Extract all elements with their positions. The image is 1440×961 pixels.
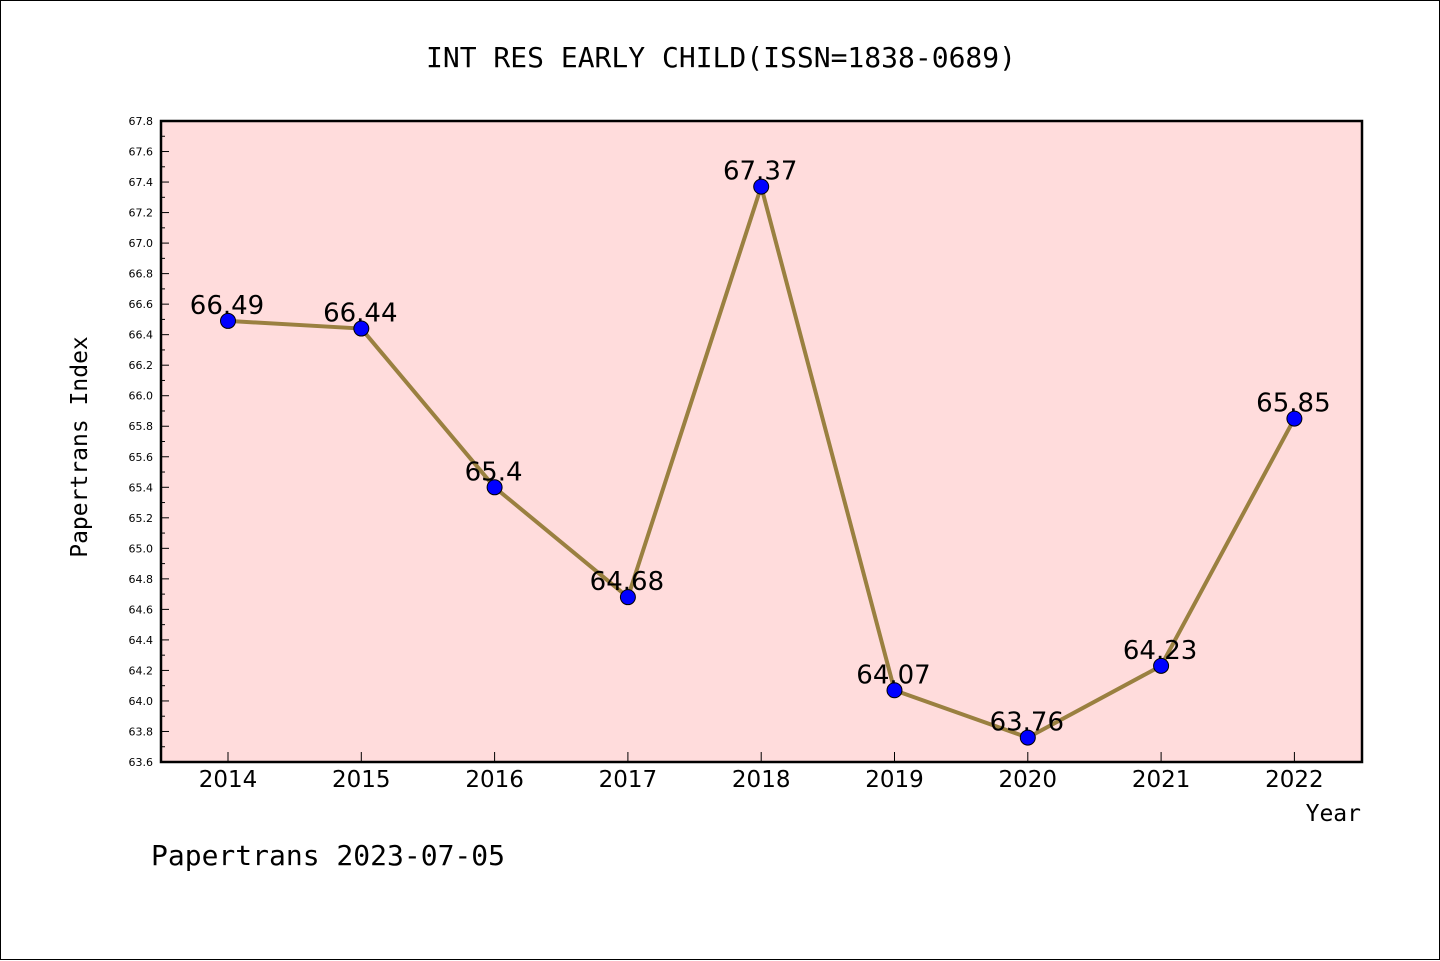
x-tick-label: 2016 (465, 767, 524, 793)
y-tick-label: 67.6 (129, 146, 154, 159)
y-tick-label: 64.0 (129, 695, 154, 708)
data-label: 64.68 (590, 567, 664, 597)
data-label: 66.44 (323, 299, 397, 329)
data-point-marker (1153, 657, 1170, 674)
x-tick-label: 2021 (1132, 767, 1191, 793)
y-tick-label: 66.2 (129, 359, 154, 372)
x-tick-label: 2018 (732, 767, 791, 793)
data-label: 63.76 (990, 708, 1064, 738)
data-point-marker (886, 682, 903, 699)
y-tick-label: 64.8 (129, 573, 154, 586)
y-tick-label: 67.2 (129, 207, 154, 220)
data-point-marker (486, 479, 503, 496)
y-tick-label: 64.6 (129, 603, 154, 616)
y-tick-label: 64.4 (129, 634, 154, 647)
x-axis: 2014 2015 2016 2017 2018 2019 2020 2021 2022 (199, 752, 1324, 793)
x-tick-label: 2020 (999, 767, 1058, 793)
y-tick-label: 65.6 (129, 451, 154, 464)
data-label: 64.07 (856, 660, 930, 690)
y-tick-label: 65.8 (129, 420, 154, 433)
x-tick-label: 2014 (199, 767, 258, 793)
y-tick-label: 67.4 (129, 176, 154, 189)
y-tick-label: 65.2 (129, 512, 154, 525)
data-label: 66.49 (190, 291, 264, 321)
x-tick-label: 2017 (599, 767, 658, 793)
data-label: 65.4 (465, 457, 523, 487)
series-line-group: 66.49 66.44 65.4 64.68 67.37 64.07 63.76 64.23 6… (190, 157, 1331, 746)
y-axis: 63.6 63.8 64.0 64.2 64.4 64.6 64.8 65.0 65.2 65.4… (129, 115, 169, 769)
plot-area (159, 119, 1364, 764)
y-tick-label: 66.0 (129, 390, 154, 403)
data-point-marker (1019, 729, 1036, 746)
x-tick-label: 2022 (1265, 767, 1324, 793)
data-point-marker (353, 320, 370, 337)
y-tick-label: 67.8 (129, 115, 154, 128)
y-tick-label: 63.8 (129, 725, 154, 738)
data-label: 64.23 (1123, 636, 1197, 666)
y-tick-label: 65.0 (129, 542, 154, 555)
data-point-marker (753, 178, 770, 195)
footer-text: Papertrans 2023-07-05 (151, 839, 505, 872)
y-tick-label: 65.4 (129, 481, 154, 494)
data-point-marker (1286, 410, 1303, 427)
x-axis-label: Year (1306, 801, 1361, 827)
y-axis-label: Papertrans Index (67, 336, 93, 558)
x-tick-label: 2019 (865, 767, 924, 793)
data-point-marker (220, 312, 236, 329)
y-tick-label: 63.6 (129, 756, 154, 769)
y-tick-label: 66.8 (129, 268, 154, 281)
data-label: 65.85 (1256, 389, 1330, 419)
data-label: 67.37 (723, 157, 797, 187)
y-tick-label: 66.4 (129, 329, 154, 342)
y-tick-label: 64.2 (129, 664, 154, 677)
y-tick-label: 66.6 (129, 298, 154, 311)
data-point-marker (619, 589, 636, 606)
x-tick-label: 2015 (332, 767, 391, 793)
chart-title: INT RES EARLY CHILD(ISSN=1838-0689) (426, 41, 1016, 74)
y-tick-label: 67.0 (129, 237, 154, 250)
